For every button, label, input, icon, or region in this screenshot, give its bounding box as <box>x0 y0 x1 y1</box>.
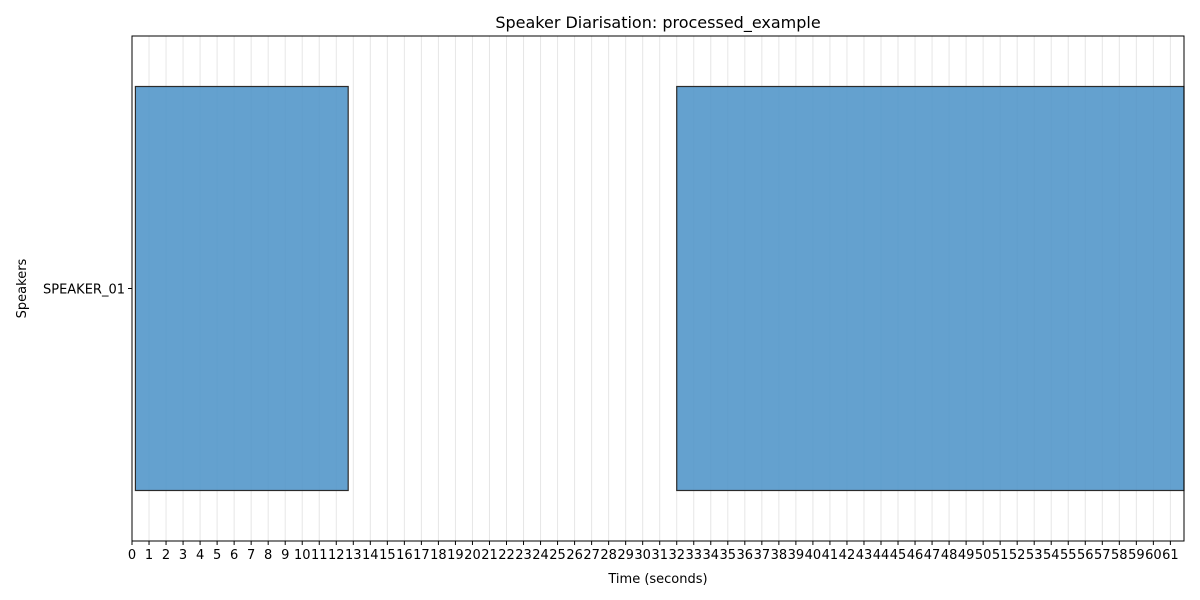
x-tick-label: 17 <box>413 548 430 563</box>
x-tick-label: 16 <box>396 548 413 563</box>
x-tick-label: 29 <box>617 548 634 563</box>
x-tick-label: 33 <box>685 548 702 563</box>
x-tick-label: 30 <box>634 548 651 563</box>
x-tick-label: 25 <box>549 548 566 563</box>
x-tick-label: 58 <box>1111 548 1128 563</box>
x-tick-label: 19 <box>447 548 464 563</box>
x-tick-label: 9 <box>281 548 289 563</box>
x-tick-label: 47 <box>924 548 941 563</box>
x-tick-label: 21 <box>481 548 498 563</box>
x-tick-label: 28 <box>600 548 617 563</box>
x-tick-label: 3 <box>179 548 187 563</box>
x-tick-label: 42 <box>839 548 856 563</box>
x-tick-label: 6 <box>230 548 238 563</box>
x-tick-label: 38 <box>771 548 788 563</box>
x-tick-label: 59 <box>1128 548 1145 563</box>
x-tick-label: 24 <box>532 548 549 563</box>
y-axis-label: Speakers <box>15 258 30 318</box>
x-tick-label: 60 <box>1145 548 1162 563</box>
x-tick-label: 2 <box>162 548 170 563</box>
x-tick-label: 52 <box>1009 548 1026 563</box>
y-axis-ticks: SPEAKER_01 <box>43 283 132 298</box>
x-tick-label: 57 <box>1094 548 1111 563</box>
x-tick-label: 43 <box>856 548 873 563</box>
x-tick-label: 31 <box>651 548 668 563</box>
x-tick-label: 41 <box>822 548 839 563</box>
x-tick-label: 37 <box>754 548 771 563</box>
x-tick-label: 23 <box>515 548 532 563</box>
x-tick-label: 0 <box>128 548 136 563</box>
x-tick-label: 27 <box>583 548 600 563</box>
x-tick-label: 1 <box>145 548 153 563</box>
x-tick-label: 36 <box>737 548 754 563</box>
x-tick-label: 18 <box>430 548 447 563</box>
x-tick-label: 39 <box>788 548 805 563</box>
speaker-segments <box>134 85 1185 492</box>
y-tick-label: SPEAKER_01 <box>43 283 125 298</box>
x-tick-label: 56 <box>1077 548 1094 563</box>
x-tick-label: 51 <box>992 548 1009 563</box>
x-tick-label: 22 <box>498 548 515 563</box>
x-tick-label: 48 <box>941 548 958 563</box>
x-tick-label: 50 <box>975 548 992 563</box>
x-tick-label: 20 <box>464 548 481 563</box>
x-tick-label: 54 <box>1043 548 1060 563</box>
x-tick-label: 55 <box>1060 548 1077 563</box>
x-tick-label: 8 <box>264 548 272 563</box>
x-tick-label: 32 <box>668 548 685 563</box>
x-tick-label: 34 <box>702 548 719 563</box>
x-tick-label: 40 <box>805 548 822 563</box>
x-tick-label: 13 <box>345 548 362 563</box>
speaker-segment-bar <box>676 85 1185 492</box>
x-tick-label: 4 <box>196 548 204 563</box>
x-tick-label: 14 <box>362 548 379 563</box>
x-tick-label: 11 <box>311 548 328 563</box>
x-axis-ticks: 0 1 2 3 4 5 6 7 8 9 10 11 12 13 14 15 16 17 18 19 20 21 22 23 24… <box>128 541 1179 563</box>
speaker-segment-bar <box>134 85 349 492</box>
chart-title: Speaker Diarisation: processed_example <box>495 13 820 33</box>
x-tick-label: 7 <box>247 548 255 563</box>
x-tick-label: 49 <box>958 548 975 563</box>
x-tick-label: 45 <box>890 548 907 563</box>
x-tick-label: 15 <box>379 548 396 563</box>
x-tick-label: 53 <box>1026 548 1043 563</box>
x-tick-label: 61 <box>1162 548 1179 563</box>
x-tick-label: 46 <box>907 548 924 563</box>
x-tick-label: 35 <box>720 548 737 563</box>
x-tick-label: 26 <box>566 548 583 563</box>
x-tick-label: 12 <box>328 548 345 563</box>
x-tick-label: 5 <box>213 548 221 563</box>
x-tick-label: 10 <box>294 548 311 563</box>
x-tick-label: 44 <box>873 548 890 563</box>
x-axis-label: Time (seconds) <box>607 572 707 587</box>
